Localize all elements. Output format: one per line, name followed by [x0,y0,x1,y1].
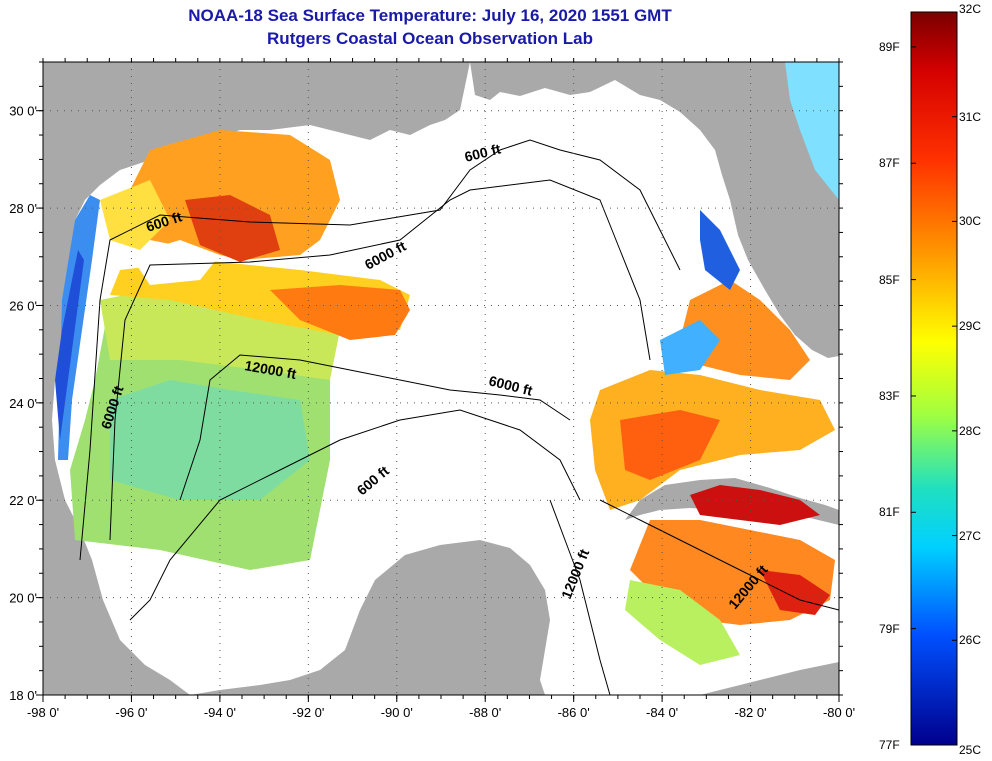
land-north-america [43,62,839,358]
celsius-label: 25C [959,743,982,757]
colorbar [910,11,958,746]
fahrenheit-label: 77F [879,738,900,752]
lat-tick-label: 24 0' [9,396,37,411]
land-mexico-west [43,62,470,695]
lon-tick-label: -84 0' [646,705,678,720]
lon-tick-label: -92 0' [292,705,324,720]
graticule [43,62,839,695]
lon-tick-label: -86 0' [558,705,590,720]
lon-tick-label: -96 0' [115,705,147,720]
lat-tick-label: 20 0' [9,591,37,606]
fahrenheit-label: 89F [879,39,900,54]
lon-tick-label: -94 0' [204,705,236,720]
celsius-label: 26C [959,633,982,648]
lon-tick-label: -80 0' [823,705,855,720]
axes: -98 0' -96 0' -94 0' -92 0' -90 0' -88 0' -86 … [9,58,855,720]
fahrenheit-label: 83F [879,388,900,403]
colorbar-ticks [911,11,957,746]
land-caribbean-south [700,662,839,695]
celsius-label: 30C [959,214,982,229]
map-subtitle: Rutgers Coastal Ocean Observation Lab [267,29,593,48]
bathymetry-contours [79,139,839,695]
lon-tick-label: -98 0' [27,705,59,720]
lon-tick-label: -88 0' [469,705,501,720]
sst-imagery [55,62,839,665]
map-title: NOAA-18 Sea Surface Temperature: July 16… [188,6,672,25]
celsius-label: 28C [959,423,982,438]
celsius-label: 29C [959,319,982,334]
celsius-label: 32C [959,2,982,16]
lat-tick-label: 22 0' [9,493,37,508]
lat-tick-label: 28 0' [9,201,37,216]
lon-tick-label: -82 0' [734,705,766,720]
lat-tick-label: 18 0' [9,688,37,703]
land-yucatan [190,540,550,695]
lat-tick-label: 26 0' [9,298,37,313]
lon-tick-label: -90 0' [381,705,413,720]
celsius-label: 27C [959,528,982,543]
fahrenheit-label: 79F [879,621,900,636]
fahrenheit-label: 87F [879,156,900,171]
fahrenheit-label: 81F [879,505,900,520]
celsius-label: 31C [959,109,982,124]
fahrenheit-label: 85F [879,272,900,287]
lat-tick-label: 30 0' [9,104,37,119]
